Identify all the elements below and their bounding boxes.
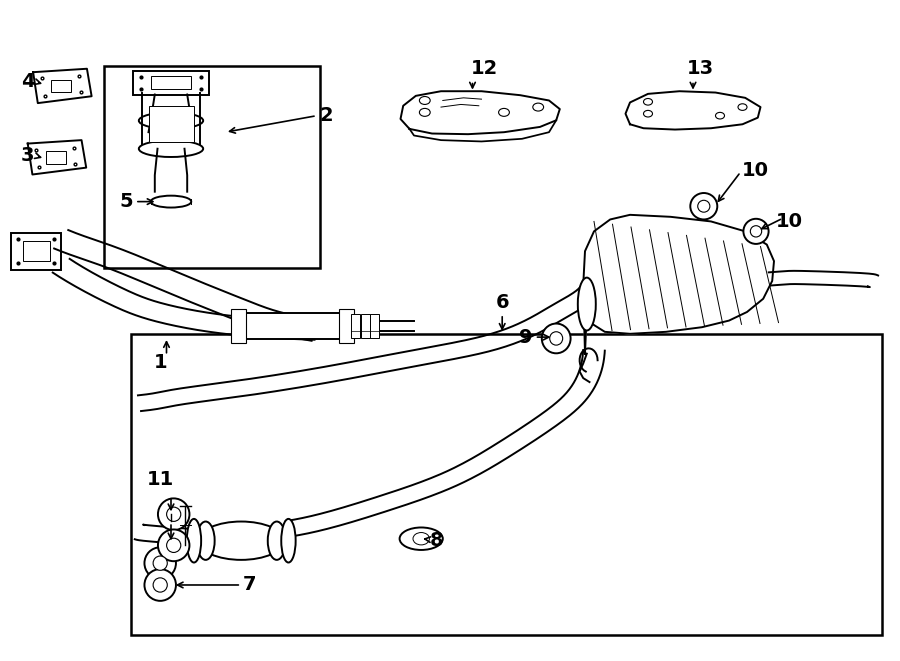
Ellipse shape xyxy=(698,200,710,212)
Bar xyxy=(370,314,379,338)
Bar xyxy=(46,151,66,163)
Ellipse shape xyxy=(400,527,443,550)
Bar xyxy=(51,80,71,92)
Text: 2: 2 xyxy=(320,106,333,125)
Text: 1: 1 xyxy=(153,353,167,371)
Ellipse shape xyxy=(690,193,717,219)
Text: 10: 10 xyxy=(742,161,769,180)
Ellipse shape xyxy=(166,507,181,522)
Ellipse shape xyxy=(158,529,190,561)
Bar xyxy=(133,71,209,95)
Bar xyxy=(151,76,191,89)
Ellipse shape xyxy=(281,519,295,563)
Text: 9: 9 xyxy=(519,328,533,346)
Text: 10: 10 xyxy=(776,212,803,231)
Ellipse shape xyxy=(151,196,191,208)
Text: 8: 8 xyxy=(430,531,444,550)
Ellipse shape xyxy=(268,522,286,560)
Bar xyxy=(339,309,354,343)
Polygon shape xyxy=(583,215,774,354)
Ellipse shape xyxy=(199,522,284,560)
Text: 11: 11 xyxy=(147,470,174,489)
Bar xyxy=(130,334,882,635)
Ellipse shape xyxy=(187,519,202,563)
Ellipse shape xyxy=(751,225,761,237)
Text: 13: 13 xyxy=(687,59,714,78)
Polygon shape xyxy=(626,91,760,130)
Ellipse shape xyxy=(542,324,571,353)
Ellipse shape xyxy=(139,112,203,129)
Bar xyxy=(361,314,370,338)
Bar xyxy=(231,309,246,343)
Polygon shape xyxy=(33,69,92,103)
Ellipse shape xyxy=(413,533,429,545)
Bar xyxy=(22,241,50,261)
Ellipse shape xyxy=(144,547,176,579)
Ellipse shape xyxy=(144,569,176,601)
Ellipse shape xyxy=(153,578,167,592)
Bar xyxy=(238,313,346,339)
Text: 5: 5 xyxy=(120,192,133,211)
Ellipse shape xyxy=(158,498,190,530)
Bar xyxy=(351,314,360,338)
Ellipse shape xyxy=(197,522,215,560)
Bar xyxy=(104,66,320,268)
Polygon shape xyxy=(28,140,86,175)
Bar xyxy=(11,233,61,270)
Text: 4: 4 xyxy=(21,73,34,91)
Ellipse shape xyxy=(139,140,203,157)
Text: 12: 12 xyxy=(471,59,498,78)
Ellipse shape xyxy=(550,332,562,345)
Text: 6: 6 xyxy=(495,293,509,312)
Ellipse shape xyxy=(153,556,167,570)
Ellipse shape xyxy=(578,278,596,330)
Ellipse shape xyxy=(743,219,769,244)
Ellipse shape xyxy=(166,538,181,553)
Polygon shape xyxy=(400,91,560,134)
Text: 3: 3 xyxy=(21,147,34,165)
Bar xyxy=(148,106,194,142)
Text: 7: 7 xyxy=(243,576,256,594)
